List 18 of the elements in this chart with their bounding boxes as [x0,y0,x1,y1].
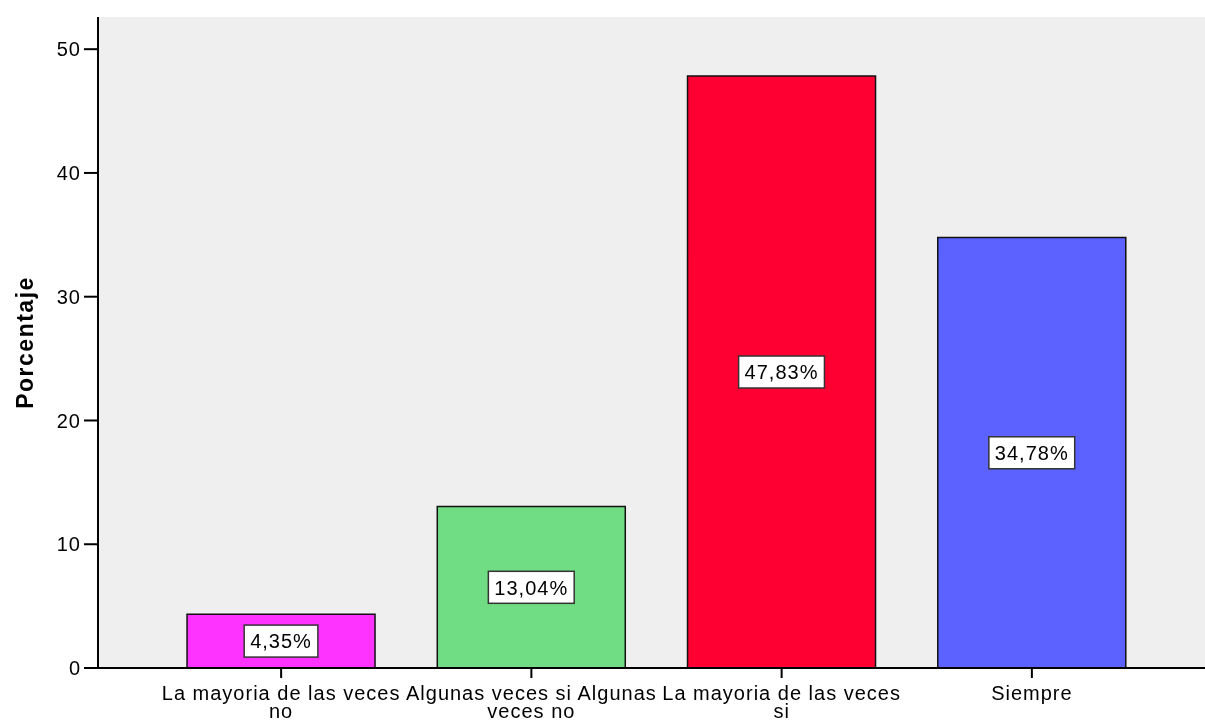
y-axis-title: Porcentaje [12,276,38,409]
data-label: 13,04% [494,576,569,599]
y-tick-label: 10 [56,533,81,556]
y-tick-label: 0 [68,657,81,680]
y-tick-label: 20 [56,409,81,432]
bar [686,75,877,668]
y-tick-label: 40 [56,162,81,185]
data-label: 47,83% [744,361,819,384]
x-tick-label: La mayoria de las veces si [662,682,901,720]
x-tick-label: La mayoria de las veces no [161,682,401,720]
y-tick-label: 30 [56,285,81,308]
bar [436,505,627,668]
data-label: 34,78% [994,441,1069,464]
y-tick-label: 50 [56,38,81,61]
x-tick-label: Algunas veces si Algunas veces no [405,682,657,720]
bar [937,236,1127,668]
data-label: 4,35% [250,630,312,653]
x-tick-label: Siempre [991,682,1073,704]
